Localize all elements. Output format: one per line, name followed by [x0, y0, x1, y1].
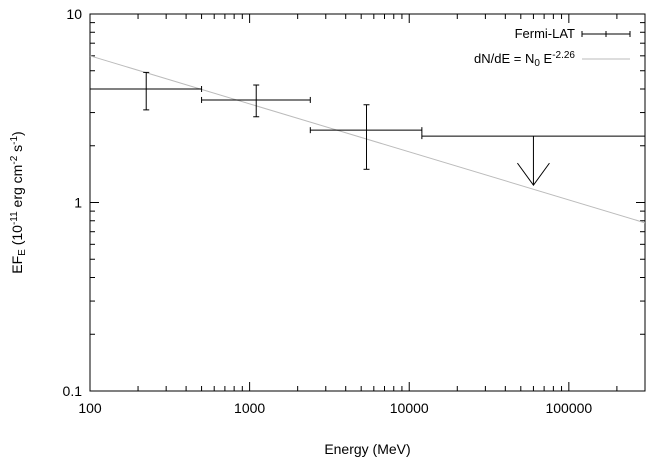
- fermi-lat-series: [89, 71, 645, 186]
- legend-symbol-fermi-lat: [581, 31, 631, 37]
- y-tick-label: 10: [66, 6, 82, 22]
- plot-frame: [89, 13, 646, 392]
- powerlaw-series: [89, 55, 646, 224]
- x-tick-label: 100: [78, 400, 102, 416]
- data-point: [201, 84, 311, 118]
- axes: 100 1000 10000 100000 0.1 1 10: [63, 6, 646, 416]
- x-tick-label: 1000: [234, 400, 265, 416]
- legend: Fermi-LAT dN/dE = N0 E-2.26: [474, 26, 631, 69]
- legend-label-power-law: dN/dE = N0 E-2.26: [474, 50, 575, 69]
- upper-limit: [421, 133, 645, 186]
- upper-limit-arrowhead: [517, 162, 550, 186]
- y-axis-label: EFE (10-11 erg cm-2 s-1): [9, 131, 28, 273]
- y-tick-label: 1: [74, 195, 82, 211]
- data-point: [309, 104, 423, 170]
- power-law-line: [89, 55, 646, 224]
- data-point: [89, 71, 203, 111]
- x-tick-label: 10000: [390, 400, 429, 416]
- x-tick-label: 100000: [545, 400, 592, 416]
- y-tick-label: 0.1: [63, 383, 83, 399]
- x-axis-label: Energy (MeV): [324, 441, 410, 457]
- plot-area: [89, 13, 646, 392]
- legend-label-fermi-lat: Fermi-LAT: [515, 26, 575, 41]
